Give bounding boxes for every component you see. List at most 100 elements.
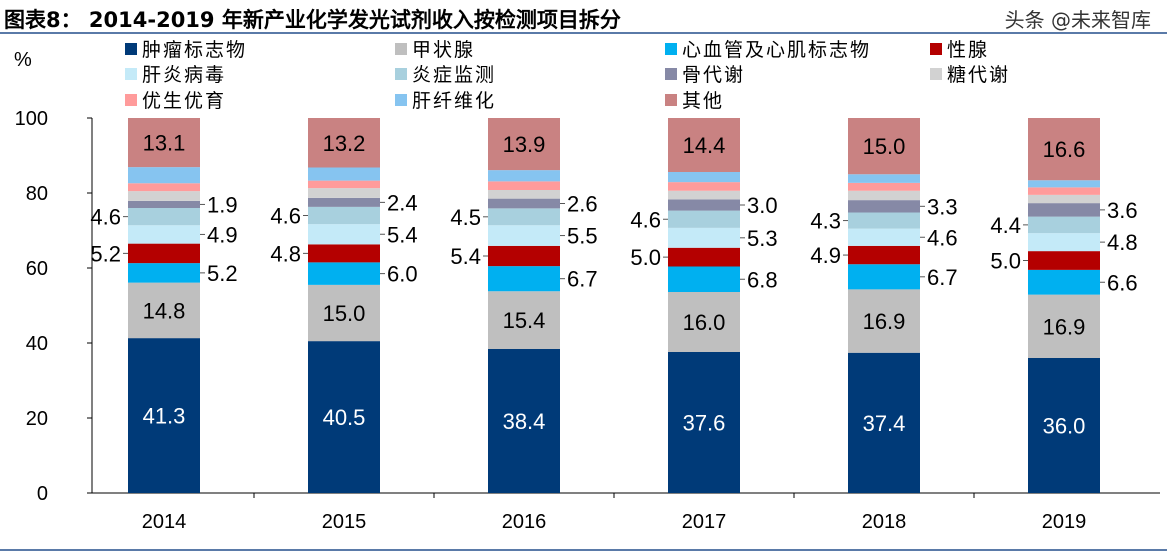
- legend-label: 糖代谢: [947, 64, 1010, 86]
- data-label: 5.4: [387, 222, 418, 247]
- data-label: 5.2: [207, 261, 238, 286]
- bar-segment: [1028, 233, 1100, 252]
- legend-label: 其他: [682, 90, 724, 112]
- legend-label: 心血管及心肌标志物: [682, 39, 871, 61]
- data-label: 5.0: [990, 249, 1021, 274]
- bar-segment: [308, 118, 380, 168]
- data-label: 16.9: [1043, 314, 1086, 339]
- data-label: 2.6: [567, 192, 598, 217]
- legend-swatch: [125, 94, 137, 106]
- data-label: 4.3: [810, 209, 841, 234]
- data-label: 14.8: [143, 298, 186, 323]
- bar-segment: [308, 244, 380, 263]
- data-label: 3.0: [747, 193, 778, 218]
- bar-segment: [488, 190, 560, 199]
- bar-segment: [128, 167, 200, 184]
- data-label: 4.6: [927, 225, 958, 250]
- data-label: 37.4: [863, 411, 906, 436]
- legend-swatch: [395, 43, 407, 55]
- data-label: 4.6: [270, 204, 301, 229]
- bar-segment: [668, 118, 740, 172]
- data-label: 4.6: [630, 207, 661, 232]
- data-label: 41.3: [143, 404, 186, 429]
- legend-label: 骨代谢: [682, 64, 745, 86]
- bar-segment: [308, 188, 380, 198]
- data-label: 16.6: [1043, 137, 1086, 162]
- bar-segment: [128, 183, 200, 192]
- data-label: 13.1: [143, 131, 186, 156]
- data-label: 6.8: [747, 267, 778, 292]
- title-divider: [0, 32, 1167, 34]
- bar-segment: [848, 190, 920, 201]
- legend-swatch: [665, 94, 677, 106]
- bar-segment: [308, 262, 380, 285]
- bar-segment: [1028, 187, 1100, 195]
- legend-label: 优生优育: [142, 90, 226, 112]
- bar-segment: [128, 225, 200, 244]
- data-label: 3.3: [927, 194, 958, 219]
- data-label: 3.6: [1107, 198, 1138, 223]
- data-label: 38.4: [503, 409, 546, 434]
- legend-swatch: [125, 43, 137, 55]
- data-label: 4.4: [990, 213, 1021, 238]
- data-label: 37.6: [683, 411, 726, 436]
- bar-segment: [848, 228, 920, 246]
- y-axis-label: %: [14, 49, 32, 71]
- bottom-divider: [0, 549, 1167, 551]
- bar-segment: [308, 341, 380, 493]
- data-label: 4.8: [270, 241, 301, 266]
- x-tick-label: 2017: [682, 511, 727, 533]
- data-label: 2.4: [387, 190, 418, 215]
- data-label: 4.9: [810, 243, 841, 268]
- legend-label: 炎症监测: [412, 64, 496, 86]
- legend-swatch: [395, 68, 407, 80]
- bar-segment: [1028, 269, 1100, 295]
- bar-segment: [488, 225, 560, 246]
- y-tick-label: 60: [26, 258, 48, 280]
- bar-segment: [668, 266, 740, 292]
- bar-segment: [488, 291, 560, 349]
- bar-segment: [848, 289, 920, 353]
- bar-segment: [128, 338, 200, 493]
- data-label: 14.4: [683, 133, 726, 158]
- bar-segment: [308, 180, 380, 189]
- bar-segment: [488, 181, 560, 190]
- bar-segment: [668, 247, 740, 267]
- legend-swatch: [930, 43, 942, 55]
- data-label: 5.4: [450, 244, 481, 269]
- bar-segment: [1028, 194, 1100, 204]
- bar-segment: [848, 212, 920, 229]
- data-label: 13.2: [323, 131, 366, 156]
- data-label: 13.9: [503, 132, 546, 157]
- data-label: 5.5: [567, 224, 598, 249]
- legend-label: 肝纤维化: [412, 90, 496, 112]
- data-label: 4.9: [207, 222, 238, 247]
- bar-segment: [128, 191, 200, 201]
- bar-segment: [848, 174, 920, 183]
- y-tick-label: 100: [15, 108, 48, 130]
- x-tick-label: 2015: [322, 511, 367, 533]
- bar-segment: [1028, 251, 1100, 270]
- watermark: 头条 @未来智库: [1004, 8, 1151, 32]
- bar-segment: [488, 170, 560, 182]
- bar-segment: [488, 349, 560, 493]
- legend-label: 肿瘤标志物: [142, 39, 247, 61]
- bar-segment: [128, 200, 200, 208]
- data-label: 4.6: [90, 205, 121, 230]
- bar-segment: [668, 172, 740, 183]
- bar-segment: [308, 284, 380, 342]
- bar-segment: [308, 224, 380, 245]
- legend-swatch: [930, 68, 942, 80]
- data-label: 5.2: [90, 241, 121, 266]
- x-tick-label: 2016: [502, 511, 547, 533]
- bar-segment: [848, 264, 920, 290]
- data-label: 6.6: [1107, 270, 1138, 295]
- data-label: 4.8: [1107, 230, 1138, 255]
- y-tick-label: 80: [26, 183, 48, 205]
- x-tick-label: 2014: [142, 511, 187, 533]
- legend-swatch: [125, 68, 137, 80]
- data-label: 15.4: [503, 308, 546, 333]
- data-label: 1.9: [207, 192, 238, 217]
- bar-segment: [1028, 294, 1100, 358]
- y-tick-label: 0: [37, 483, 48, 505]
